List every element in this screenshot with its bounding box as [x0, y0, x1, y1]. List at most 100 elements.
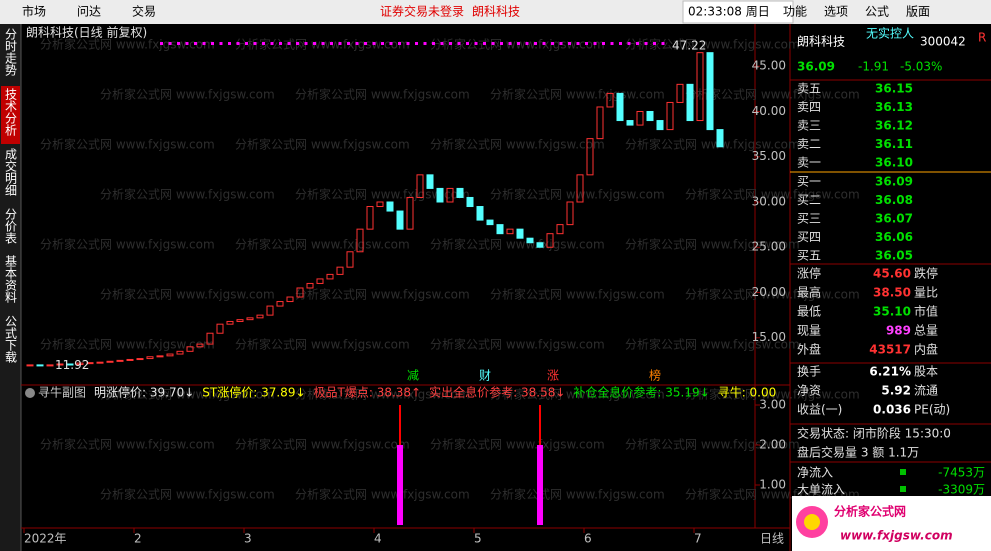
side-tab[interactable]: 基本资料: [4, 255, 18, 303]
marker-dot: [474, 42, 478, 45]
marker-dot: [636, 42, 639, 45]
watermark: 分析家公式网 www.fxjgsw.com: [295, 387, 470, 402]
stat-label: 最高: [797, 285, 821, 300]
stat-label: PE(动): [914, 403, 950, 417]
side-tab[interactable]: 成交明细: [4, 148, 18, 196]
candle: [566, 201, 574, 226]
candle: [286, 296, 294, 303]
side-tab[interactable]: 技术分析: [4, 88, 18, 137]
candle: [426, 174, 434, 189]
logo-icon: [804, 514, 820, 530]
chart-title: 朗科科技(日线 前复权): [26, 25, 147, 40]
stat-label: 外盘: [797, 342, 821, 357]
x-tick-label: 2022年: [24, 532, 67, 546]
y-tick-label: 40.00: [752, 104, 786, 118]
book-label: 卖五: [797, 82, 821, 96]
sidebar: [0, 24, 21, 551]
watermark: 分析家公式网 www.fxjgsw.com: [430, 437, 605, 452]
logo-title: 分析家公式网: [834, 504, 906, 519]
marker-dot: [355, 42, 359, 45]
candle: [556, 224, 564, 235]
marker-dot: [381, 42, 384, 45]
candle: [406, 196, 414, 230]
top-bar: [0, 0, 991, 24]
x-tick-label: 4: [374, 532, 382, 546]
side-tab[interactable]: 公式下载: [4, 315, 18, 364]
book-label: 卖一: [797, 156, 821, 170]
stat-label: 换手: [797, 365, 821, 379]
side-tab[interactable]: 分价表: [4, 208, 18, 244]
menu-item[interactable]: 市场: [22, 4, 46, 19]
stat-label: 收益(一): [797, 403, 842, 417]
candle: [716, 129, 724, 148]
watermark: 分析家公式网 www.fxjgsw.com: [40, 337, 215, 352]
candle: [306, 282, 314, 289]
candle: [126, 358, 134, 361]
candle: [686, 83, 694, 122]
candle: [466, 196, 474, 208]
marker-dot: [279, 42, 282, 45]
signal-bar: [397, 445, 403, 525]
candle: [186, 346, 194, 352]
event-label: 财: [479, 369, 491, 383]
book-label: 买一: [797, 175, 821, 189]
sub-header-item: 寻牛: 0.00: [718, 385, 777, 400]
quote-price: 36.09: [797, 60, 835, 74]
stat-label: 现量: [797, 324, 821, 338]
clock-box: [682, 0, 794, 24]
book-label: 卖二: [797, 137, 821, 151]
book-price: 36.10: [875, 156, 913, 170]
menu-item[interactable]: 交易: [132, 4, 156, 19]
stat-value: 6.21%: [869, 365, 911, 379]
marker-dot: [534, 42, 537, 45]
marker-dot: [542, 42, 546, 45]
side-tab[interactable]: 分时走势: [4, 28, 18, 76]
marker-dot: [619, 42, 622, 45]
event-label: 减: [407, 369, 419, 383]
marker-dot: [321, 42, 325, 45]
y-tick-label: 15.00: [752, 330, 786, 344]
watermark: 分析家公式网 www.fxjgsw.com: [295, 487, 470, 502]
price-annotation: 47.22: [672, 39, 706, 53]
flow-label: 大单流入: [797, 483, 845, 497]
candle: [346, 251, 354, 268]
tool-item[interactable]: 功能: [783, 5, 807, 19]
stat-value: 0.036: [873, 403, 911, 417]
candle: [76, 362, 84, 365]
tool-item[interactable]: 选项: [824, 5, 848, 19]
candle: [606, 92, 614, 108]
menu-item[interactable]: 问达: [77, 5, 101, 19]
marker-dot: [296, 42, 299, 45]
candle: [536, 242, 544, 248]
candle: [706, 52, 714, 131]
watermark: 分析家公式网 www.fxjgsw.com: [625, 137, 800, 152]
stat-label: 涨停: [797, 266, 821, 281]
tool-item[interactable]: 公式: [865, 5, 889, 19]
watermark: 分析家公式网 www.fxjgsw.com: [100, 187, 275, 202]
candle: [626, 120, 634, 126]
x-tick-label: 6: [584, 532, 592, 546]
tool-item[interactable]: 版面: [906, 5, 930, 19]
candle: [86, 362, 94, 365]
marker-dot: [313, 42, 316, 45]
marker-dot: [661, 42, 665, 45]
watermark: 分析家公式网 www.fxjgsw.com: [490, 287, 665, 302]
marker-dot: [185, 42, 189, 45]
candle: [646, 110, 654, 122]
marker-dot: [653, 42, 656, 45]
stat-label: 市值: [914, 304, 938, 319]
x-tick-label: 2: [134, 532, 142, 546]
candle: [56, 363, 64, 366]
candle: [436, 187, 444, 203]
candle: [636, 110, 644, 126]
sub-header-item: 极品T爆点: 38.38↑: [314, 386, 422, 400]
candle: [296, 287, 304, 298]
candle: [366, 206, 374, 230]
candle: [356, 228, 364, 253]
candle: [166, 353, 174, 357]
stat-value: 43517: [869, 343, 911, 357]
candle: [216, 323, 224, 334]
candle: [446, 187, 454, 203]
marker-dot: [457, 42, 461, 45]
